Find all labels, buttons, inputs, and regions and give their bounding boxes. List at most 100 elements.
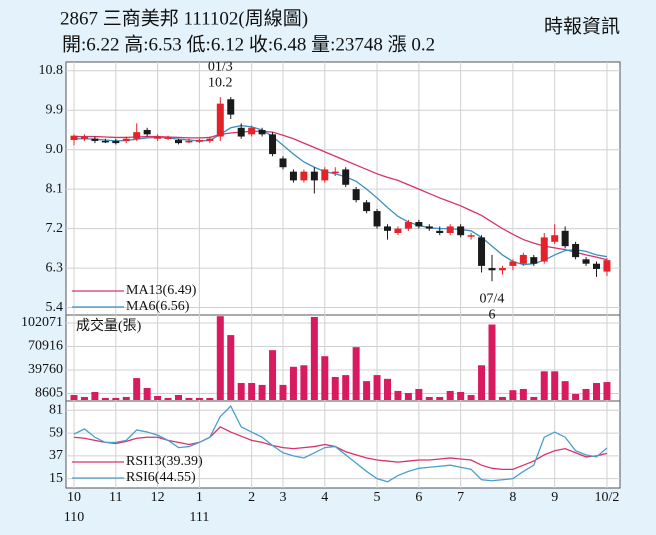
- candle-body: [164, 137, 172, 139]
- source: 時報資訊: [544, 15, 620, 37]
- volume-bar: [488, 324, 496, 400]
- candle-body: [195, 140, 203, 142]
- volume-bar: [248, 383, 256, 400]
- candle-body: [331, 171, 339, 174]
- candle-body: [509, 261, 517, 266]
- volume-bar: [133, 378, 141, 400]
- candle-body: [593, 263, 600, 269]
- candle-body: [363, 202, 371, 212]
- x-tick-label: 9: [551, 490, 558, 505]
- volume-bar: [457, 391, 465, 400]
- volume-bar: [258, 384, 266, 400]
- candle-body: [206, 138, 214, 141]
- candle-body: [457, 226, 465, 236]
- x-year-label: 110: [64, 510, 84, 525]
- legend-label: RSI13(39.39): [126, 454, 203, 469]
- plot-area: [65, 61, 621, 489]
- candle-body: [289, 171, 297, 181]
- candle-body: [80, 136, 88, 139]
- volume-bar: [321, 356, 329, 400]
- volume-bar: [112, 397, 120, 400]
- annotation-date: 01/3: [208, 59, 233, 74]
- x-tick-label: 11: [109, 490, 122, 505]
- legend-label: 成交量(張): [76, 317, 142, 334]
- candle-body: [415, 222, 423, 227]
- candle-body: [603, 260, 611, 272]
- legend-label: MA13(6.49): [126, 283, 197, 298]
- x-tick-label: 10/2: [595, 490, 620, 505]
- volume-bar: [436, 396, 444, 400]
- volume-bar: [289, 366, 297, 400]
- candle-body: [122, 138, 130, 141]
- volume-bar: [154, 395, 162, 400]
- y-tick-label: 9.9: [46, 102, 64, 117]
- candle-body: [446, 226, 454, 234]
- volume-bar: [509, 390, 517, 400]
- line: [74, 130, 608, 261]
- y-tick-label: 6.3: [46, 260, 64, 275]
- volume-bar: [300, 365, 308, 400]
- candle-body: [467, 235, 475, 237]
- candle-body: [540, 237, 548, 262]
- volume-bar: [384, 378, 391, 400]
- candle-body: [404, 222, 412, 229]
- volume-bar: [425, 396, 433, 400]
- candle-body: [352, 189, 360, 201]
- volume-bar: [394, 390, 402, 400]
- x-tick-label: 8: [509, 490, 516, 505]
- candle-body: [478, 237, 486, 266]
- volume-bar: [593, 383, 600, 400]
- x-tick-label: 12: [151, 490, 165, 505]
- y-tick-label: 5.4: [46, 300, 64, 315]
- volume-bar: [404, 392, 412, 400]
- x-year-label: 111: [189, 510, 209, 525]
- volume-bar: [551, 371, 559, 400]
- volume-bar: [80, 396, 88, 400]
- candle-body: [300, 171, 308, 181]
- y-tick-label: 7.2: [46, 221, 64, 236]
- volume-bar: [101, 397, 109, 400]
- volume-bar: [363, 381, 371, 400]
- candle-body: [572, 243, 580, 258]
- candle-body: [530, 257, 538, 264]
- volume-bar: [519, 388, 527, 400]
- candle-body: [101, 140, 109, 143]
- y-tick-label: 70916: [28, 339, 63, 354]
- volume-bar: [91, 391, 99, 400]
- annotation-value: 6: [489, 307, 496, 322]
- line: [74, 124, 608, 266]
- annotation-value: 10.2: [208, 75, 233, 90]
- volume-bar: [227, 335, 235, 400]
- candle-body: [216, 103, 224, 137]
- volume-bar: [195, 397, 203, 400]
- candle-body: [561, 230, 569, 247]
- candle-body: [154, 136, 162, 139]
- volume-bar: [175, 395, 182, 400]
- candle-body: [237, 127, 245, 137]
- candle-body: [488, 268, 496, 271]
- volume-bar: [446, 390, 454, 400]
- volume-bar: [540, 371, 548, 400]
- candle-body: [373, 211, 381, 227]
- candle-body: [425, 226, 433, 229]
- candle-body: [519, 254, 527, 264]
- x-tick-label: 6: [415, 490, 422, 505]
- candle-body: [133, 132, 141, 139]
- volume-bar: [352, 347, 360, 400]
- candle-body: [185, 140, 193, 143]
- x-tick-label: 7: [457, 490, 464, 505]
- volume-bar: [206, 397, 214, 400]
- y-tick-label: 59: [49, 425, 63, 440]
- line: [73, 405, 608, 483]
- y-tick-label: 8605: [35, 386, 63, 401]
- candle-body: [436, 230, 444, 234]
- candle-body: [394, 228, 402, 234]
- y-tick-label: 10.8: [39, 63, 64, 78]
- volume-bar: [561, 381, 569, 400]
- volume-bar: [478, 365, 486, 400]
- candle-body: [384, 226, 391, 231]
- candle-body: [310, 171, 318, 181]
- volume-bar: [530, 396, 538, 400]
- y-tick-label: 9.0: [46, 142, 64, 157]
